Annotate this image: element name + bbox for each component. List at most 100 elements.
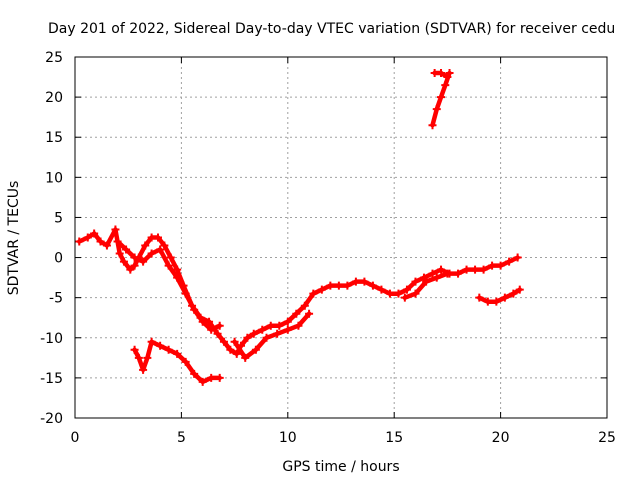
grid [75,57,607,418]
data-point [385,289,394,298]
data-point [126,265,135,274]
data-point [215,373,224,382]
y-tick-label: 25 [45,50,63,66]
data-point [283,317,292,326]
data-point [115,249,124,258]
data-point [156,341,165,350]
x-tick-label: 20 [492,430,510,446]
data-point [515,285,524,294]
data-point [232,349,241,358]
data-point [141,241,150,250]
data-point [443,73,452,82]
data-point [411,289,420,298]
data-point [160,241,169,250]
data-point [75,237,84,246]
data-point [488,261,497,270]
data-point [83,233,92,242]
data-point [164,261,173,270]
data-point [443,269,452,278]
data-point [164,345,173,354]
chart-title: Day 201 of 2022, Sidereal Day-to-day VTE… [48,21,615,37]
data-point [266,321,275,330]
data-point [377,285,386,294]
data-point [130,253,139,262]
data-point [130,261,139,270]
x-tick-label: 10 [279,430,297,446]
data-point [432,273,441,282]
axes: 0 5 10 15 20 25 -20 -15 -10 -5 0 5 10 15 20 25 [40,50,616,446]
data-point [294,321,303,330]
data-point [139,365,148,374]
data-point [500,293,509,302]
data-point [102,241,111,250]
data-point [96,237,105,246]
data-point [198,317,207,326]
data-point [402,285,411,294]
data-point [454,269,463,278]
data-point [475,293,484,302]
x-tick-label: 0 [71,430,80,446]
data-point [219,337,228,346]
data-point [428,121,437,130]
series-negative-dip-track [132,339,222,385]
data-point [241,353,250,362]
x-tick-label: 15 [385,430,403,446]
data-point [90,229,99,238]
data-point [394,289,403,298]
x-axis-label: GPS time / hours [282,459,399,475]
data-point [243,333,252,342]
data-point [262,333,271,342]
data-point [283,325,292,334]
data-point [334,281,343,290]
data-point [300,301,309,310]
data-point [198,377,207,386]
series-lower-track [232,311,312,361]
x-tick-label: 25 [598,430,616,446]
series-layer [75,69,524,386]
data-point [432,105,441,114]
data-point [419,273,428,282]
data-point [273,329,282,338]
y-tick-label: -10 [40,331,63,347]
data-point [147,337,156,346]
data-point [462,265,471,274]
data-point [249,329,258,338]
data-point [190,369,199,378]
data-point [441,81,450,90]
data-point [471,265,480,274]
data-point [213,329,222,338]
y-tick-label: 0 [54,251,63,267]
data-point [496,261,505,270]
data-point [479,265,488,274]
data-point [113,237,122,246]
data-point [111,225,120,234]
data-point [305,309,314,318]
data-point [122,245,131,254]
data-point [445,69,454,78]
data-point [437,265,446,274]
data-point [437,93,446,102]
data-point [173,265,182,274]
data-point [226,345,235,354]
data-point [251,345,260,354]
data-point [275,321,284,330]
y-tick-label: 15 [45,130,63,146]
data-point [173,273,182,282]
data-point [292,309,301,318]
data-point [173,349,182,358]
data-point [492,297,501,306]
data-point [190,305,199,314]
data-point [509,289,518,298]
data-point [119,257,128,266]
data-point [400,293,409,302]
data-point [181,289,190,298]
data-point [343,281,352,290]
y-tick-label: -20 [40,411,63,427]
y-axis-label: SDTVAR / TECUs [6,181,22,296]
y-tick-label: -15 [40,371,63,387]
data-point [207,325,216,334]
data-point [368,281,377,290]
data-point [156,245,165,254]
data-point [215,321,224,330]
